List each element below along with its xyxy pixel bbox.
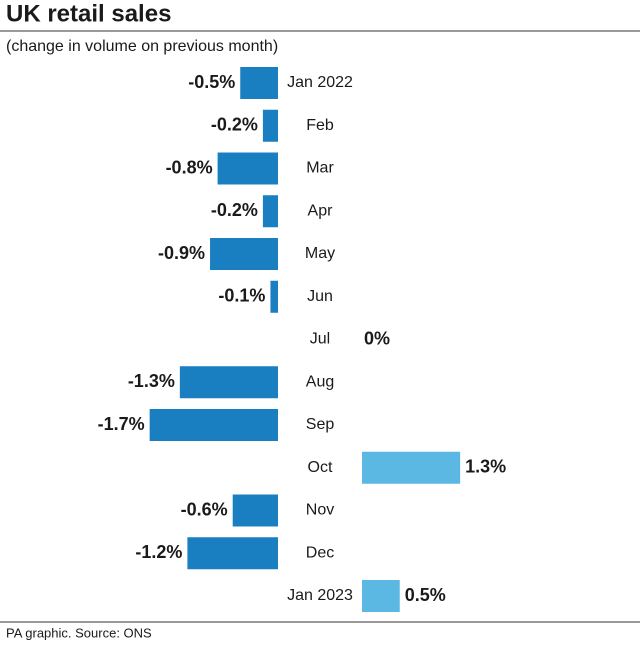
bar [179,366,278,399]
bar [187,537,278,570]
category-label: Feb [306,117,334,134]
value-label: -0.9% [158,243,205,263]
bar [232,494,278,527]
value-label: -0.2% [211,200,258,220]
category-label: Jun [307,288,333,305]
value-label: -1.7% [98,414,145,434]
category-label: Jan 2022 [287,74,353,91]
bar [262,109,278,142]
category-label: Mar [306,160,334,177]
chart-title: UK retail sales [6,0,171,27]
value-label: -0.2% [211,115,258,135]
category-label: Dec [306,544,334,561]
value-label: -0.1% [218,286,265,306]
category-label: Oct [308,459,333,476]
value-label: -1.2% [135,542,182,562]
category-label: Aug [306,373,334,390]
source: PA graphic. Source: ONS [6,625,152,640]
bar [362,451,461,484]
value-label: -0.5% [188,72,235,92]
value-label: -0.8% [166,157,213,177]
category-label: Apr [308,202,334,219]
bar [270,280,278,313]
bar [210,238,278,270]
bar [217,152,278,185]
bar [240,67,278,99]
value-label: -1.3% [128,371,175,391]
bar [149,409,278,441]
chart-subtitle: (change in volume on previous month) [6,38,278,55]
bar [262,195,278,228]
value-label: 0.5% [405,585,446,605]
value-label: 1.3% [465,457,506,477]
category-label: Jul [310,331,330,348]
category-label: May [305,245,335,262]
bar [362,580,400,612]
category-label: Jan 2023 [287,587,353,604]
category-label: Sep [306,416,335,433]
value-label: -0.6% [181,499,228,519]
value-label: 0% [364,328,390,348]
category-label: Nov [306,502,334,519]
